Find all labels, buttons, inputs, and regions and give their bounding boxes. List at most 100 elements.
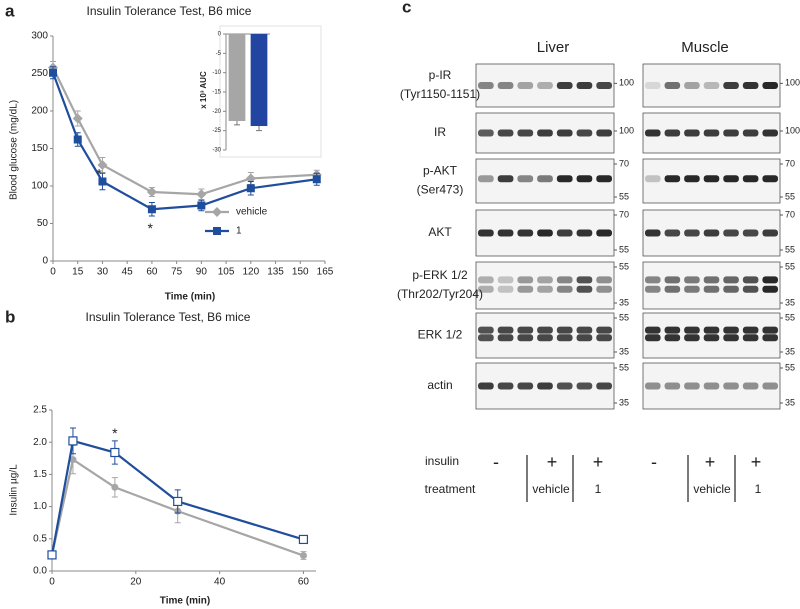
insulin-sign: - [493,452,499,472]
blot-band [537,285,553,293]
y-tick-label: 0.5 [33,533,47,544]
y-tick-label: -10 [212,70,221,76]
blot-band [537,276,553,284]
blot-band [703,285,720,293]
blot-band [664,285,681,293]
blot-band [537,326,553,334]
row-label: ERK 1/2 [418,328,463,342]
blot-band [664,129,681,137]
mw-marker: 55 [785,261,795,271]
y-tick-label: 1.5 [33,469,47,480]
blot-band [664,276,681,284]
data-point [47,550,57,560]
data-point [246,184,255,193]
treatment-name: 1 [755,482,762,496]
blot-band [645,276,661,284]
mw-marker: 100 [619,78,634,88]
mw-marker: 70 [785,209,795,219]
insulin-label: insulin [425,454,459,468]
row-label: (Tyr1150-1151) [400,87,480,101]
y-tick-label: 150 [31,143,48,154]
blot-band [664,229,681,237]
x-tick-label: 90 [196,267,208,278]
blot-band [517,285,534,293]
blot-band [576,229,593,237]
chart-title: Insulin Tolerance Test, B6 mice [87,4,252,18]
blot-band [517,129,534,137]
blot-band [723,276,739,284]
x-tick-label: 45 [122,267,134,278]
blot-band [762,175,778,183]
blot-band [684,276,700,284]
blot-band [478,285,494,293]
data-point [196,189,207,200]
blot-band [742,326,759,334]
treatment-name: vehicle [693,482,731,496]
data-point [73,135,82,144]
blot-band [497,334,514,342]
blot-band [478,129,494,137]
blot-band [596,382,612,390]
panel-label: a [5,1,15,20]
blot-band [684,326,700,334]
blot-band [684,285,700,293]
blot-band [537,382,553,390]
blot-band [596,229,612,237]
data-point [69,456,77,464]
blot-band [497,285,514,293]
blot-band [762,334,778,342]
blot-band [664,382,681,390]
blot-band [742,334,759,342]
y-tick-label: -25 [212,128,221,134]
y-tick-label: 1.0 [33,501,47,512]
tissue-header: Liver [537,39,570,56]
blot-band [478,326,494,334]
y-tick-label: 100 [31,181,48,192]
blot-band [723,334,739,342]
mw-marker: 70 [619,158,629,168]
mw-marker: 70 [619,209,629,219]
annotation: * [148,220,154,236]
y-axis-label: x 10³ AUC [199,71,208,109]
blot-band [478,229,494,237]
blot-band [537,334,553,342]
row-label: p-IR [429,68,452,82]
blot-band [645,285,661,293]
blot-band [703,276,720,284]
row-label: p-AKT [423,164,458,178]
insulin-sign: + [593,452,604,472]
blot-band [556,334,573,342]
y-tick-label: 0.0 [33,566,47,577]
blot-band [497,229,514,237]
data-point [111,483,119,491]
blot-band [497,129,514,137]
blot-band [478,175,494,183]
blot-band [556,129,573,137]
blot-band [596,285,612,293]
blot-band [645,82,661,89]
blot-band [537,82,553,89]
blot-band [703,175,720,183]
blot-band [576,334,593,342]
x-axis-label: Time (min) [165,292,215,303]
legend-marker [212,207,222,217]
blot-band [684,334,700,342]
blot-band [517,82,534,89]
mw-marker: 35 [619,397,629,407]
legend-label: 1 [236,226,242,237]
x-tick-label: 150 [292,267,309,278]
y-axis-label: Insulin µg/L [9,464,20,516]
mw-marker: 70 [785,158,795,168]
blot-band [742,382,759,390]
x-tick-label: 105 [218,267,235,278]
blot-band [703,334,720,342]
blot-band [576,175,593,183]
blot-band [742,229,759,237]
x-tick-label: 0 [49,577,55,588]
blot-band [684,129,700,137]
data-point [147,205,156,214]
blot-band [703,382,720,390]
x-tick-label: 135 [267,267,284,278]
blot-band [596,276,612,284]
mw-marker: 55 [785,362,795,372]
